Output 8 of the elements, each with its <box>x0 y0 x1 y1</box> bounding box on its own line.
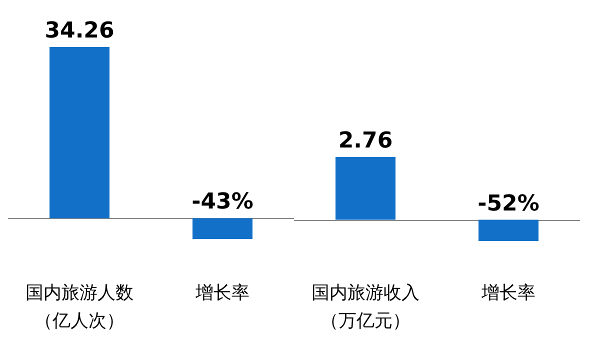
data-label: 34.26 <box>44 18 114 44</box>
x-tick-label: 增长率 <box>480 282 536 304</box>
x-tick-label: 国内旅游人数（亿人次） <box>26 282 134 332</box>
data-label: -43% <box>192 190 254 215</box>
x-tick-label: 国内旅游收入（万亿元） <box>312 282 420 332</box>
data-label: -52% <box>478 191 540 216</box>
x-tick-label: 增长率 <box>194 282 250 304</box>
data-label: 2.76 <box>338 128 393 154</box>
